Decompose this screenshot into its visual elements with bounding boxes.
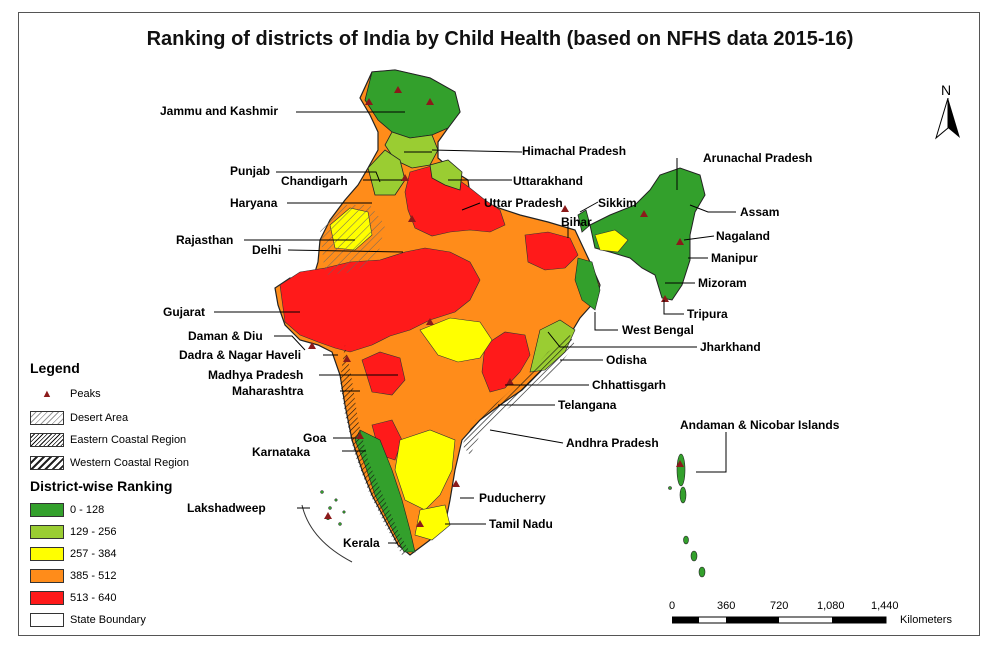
region-green-wb [574,257,601,311]
east-coast-hatch [462,335,575,455]
scale-tick-label: 1,440 [871,600,899,612]
rank-label: 129 - 256 [70,526,117,538]
legend-east-coast: Eastern Coastal Region [30,433,186,447]
legend-west-coast: Western Coastal Region [30,456,189,470]
region-green-jk [364,69,461,139]
region-ne-yellow [594,229,629,253]
label-kerala: Kerala [343,536,380,550]
label-punjab: Punjab [230,164,271,178]
boundary-swatch [30,613,64,627]
label-puducherry: Puducherry [479,491,546,505]
north-arrow-icon [935,98,960,140]
label-madhya-pradesh: Madhya Pradesh [208,368,304,382]
label-manipur: Manipur [711,251,758,265]
east-coast-swatch [30,433,64,447]
west-coast-swatch [30,456,64,470]
legend-desert-label: Desert Area [70,412,129,424]
peak-icon: ▲ [41,388,53,400]
legend-peaks-label: Peaks [70,388,101,400]
rank-swatch [30,569,64,583]
rank-swatch [30,547,64,561]
label-assam: Assam [740,205,780,219]
label-delhi: Delhi [252,243,282,257]
north-label: N [941,82,952,98]
label-sikkim: Sikkim [598,196,637,210]
north-arrow: N [930,82,966,142]
label-arunachal: Arunachal Pradesh [703,151,813,165]
label-maharashtra: Maharashtra [232,384,304,398]
scale-bar-graphic [672,616,887,624]
west-coast-hatch [340,345,410,555]
label-west-bengal: West Bengal [622,323,694,337]
label-andaman: Andaman & Nicobar Islands [680,418,840,432]
rank-swatch [30,503,64,517]
label-jharkhand: Jharkhand [700,340,761,354]
legend-rank-row: 385 - 512 [30,569,116,583]
label-goa: Goa [303,431,327,445]
legend-boundary: State Boundary [30,613,146,627]
label-haryana: Haryana [230,196,278,210]
label-mizoram: Mizoram [698,276,747,290]
label-tamil-nadu: Tamil Nadu [489,517,553,531]
label-gujarat: Gujarat [163,305,206,319]
legend-rank-row: 0 - 128 [30,503,104,517]
lakshadweep-islands [320,490,346,526]
region-yellow-south [394,429,456,511]
region-yellow-tn [414,504,451,541]
legend-heading: Legend [30,360,80,376]
peak-markers [308,86,684,527]
region-red-bihar [524,231,579,271]
region-yellow-mp [419,317,493,363]
label-uttarakhand: Uttarakhand [513,174,584,188]
legend-rank-row: 129 - 256 [30,525,116,539]
legend-desert: Desert Area [30,411,128,425]
region-red-odisha [481,331,531,393]
scale-unit: Kilometers [900,614,952,626]
desert-swatch [30,411,64,425]
label-uttar-pradesh: Uttar Pradesh [484,196,563,210]
scale-tick-label: 720 [770,600,789,612]
label-andhra: Andhra Pradesh [566,436,659,450]
label-jammu-kashmir: Jammu and Kashmir [160,104,279,118]
label-nagaland: Nagaland [716,229,771,243]
rank-label: 257 - 384 [70,548,117,560]
legend-west-coast-label: Western Coastal Region [70,457,190,469]
label-tripura: Tripura [687,307,728,321]
rank-swatch [30,591,64,605]
label-chandigarh: Chandigarh [281,174,348,188]
label-bihar: Bihar [561,215,592,229]
scale-tick-label: 1,080 [817,600,845,612]
rank-swatch [30,525,64,539]
region-sikkim [577,209,591,233]
rank-label: 385 - 512 [70,570,117,582]
label-himachal: Himachal Pradesh [522,144,627,158]
label-odisha: Odisha [606,353,647,367]
rank-label: 513 - 640 [70,592,117,604]
label-rajasthan: Rajasthan [176,233,234,247]
scale-tick-label: 360 [717,600,736,612]
legend-peaks: ▲ Peaks [30,388,101,400]
region-northeast [589,167,706,301]
scale-tick-label: 0 [669,600,676,612]
map-border [18,12,980,636]
legend-east-coast-label: Eastern Coastal Region [70,434,187,446]
lakshadweep-arc [301,504,353,563]
region-lightgreen-uk [429,159,463,191]
label-telangana: Telangana [558,398,617,412]
ranking-heading: District-wise Ranking [30,478,173,494]
label-dadra: Dadra & Nagar Haveli [179,348,302,362]
legend-rank-row: 257 - 384 [30,547,116,561]
map-title: Ranking of districts of India by Child H… [146,28,854,50]
legend-boundary-label: State Boundary [70,614,146,626]
leader-lines [214,111,736,544]
label-karnataka: Karnataka [252,445,311,459]
label-daman-diu: Daman & Diu [188,329,263,343]
rank-label: 0 - 128 [70,504,105,516]
legend-rank-row: 513 - 640 [30,591,116,605]
region-red-mh [361,351,406,396]
label-lakshadweep: Lakshadweep [187,501,266,515]
label-chhattisgarh: Chhattisgarh [592,378,667,392]
